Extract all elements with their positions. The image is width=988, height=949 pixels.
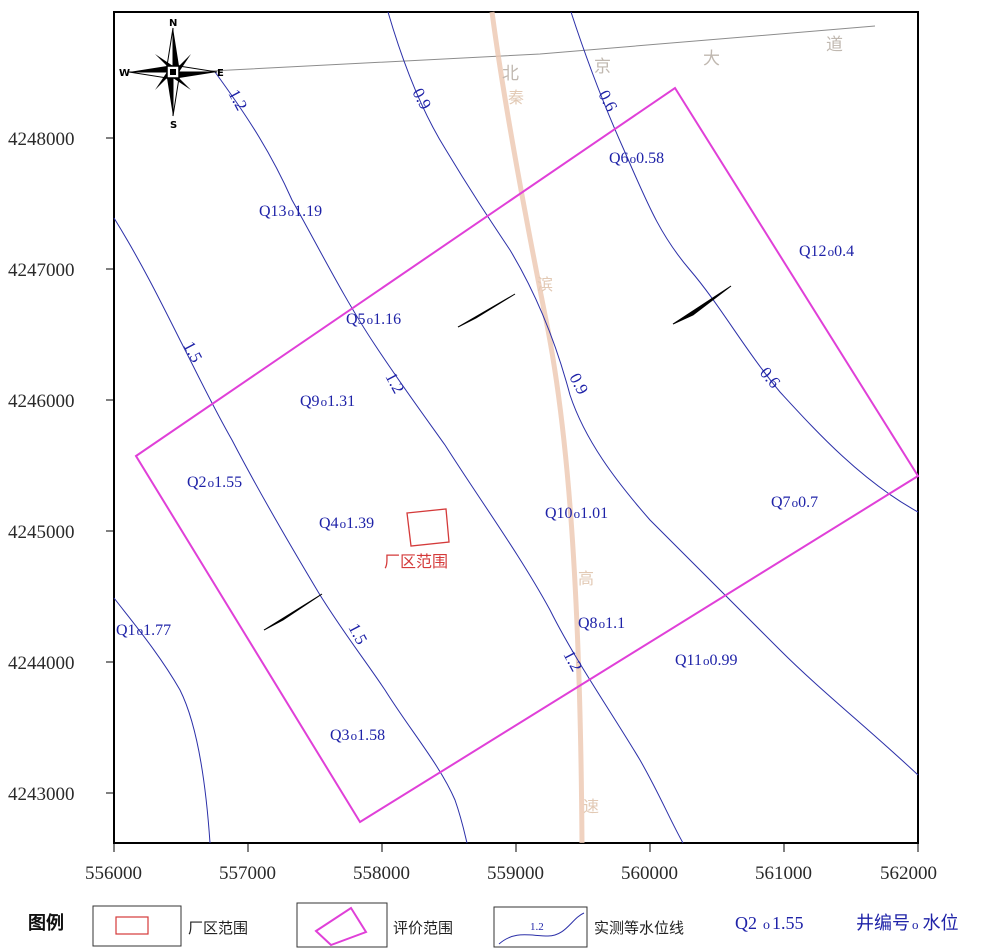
well-marker: Q11o0.99 (675, 652, 737, 669)
svg-text:Q6o0.58: Q6o0.58 (609, 150, 664, 167)
well-marker: Q10o1.01 (545, 505, 608, 522)
legend-plant-box (92, 905, 182, 947)
legend-contour-value: 1.2 (530, 921, 544, 933)
road-beijing-avenue (171, 25, 876, 74)
road-label-char-dao: 道 (826, 35, 843, 55)
legend-eval-box (296, 902, 388, 948)
compass-e-label: E (217, 68, 224, 79)
svg-text:Q8o1.1: Q8o1.1 (578, 615, 625, 632)
y-tick-label: 4245000 (8, 522, 75, 543)
svg-text:Q3o1.58: Q3o1.58 (330, 727, 385, 744)
svg-text:Q13o1.19: Q13o1.19 (259, 203, 322, 220)
legend-plant-label: 厂区范围 (188, 919, 248, 937)
svg-text:Q9o1.31: Q9o1.31 (300, 393, 355, 410)
x-tick-label: 556000 (85, 863, 142, 884)
y-tick-label: 4243000 (8, 784, 75, 805)
flow-arrow-south (263, 593, 323, 631)
x-tick-label: 558000 (353, 863, 410, 884)
legend-contour-label: 实测等水位线 (594, 919, 684, 937)
road-label-char-da: 大 (703, 49, 720, 69)
well-marker: Q3o1.58 (330, 727, 385, 744)
map-frame (113, 11, 919, 844)
svg-text:Q2o1.55: Q2o1.55 (187, 474, 242, 491)
x-tick-label: 561000 (755, 863, 812, 884)
svg-text:Q7o0.7: Q7o0.7 (771, 494, 818, 511)
legend-contour-box (493, 906, 588, 948)
x-tick-label: 559000 (487, 863, 544, 884)
well-marker: Q7o0.7 (771, 494, 818, 511)
legend-plant-symbol (115, 916, 149, 935)
legend-title: 图例 (28, 912, 64, 934)
legend-contour-symbol (498, 912, 585, 945)
svg-text:Q11o0.99: Q11o0.99 (675, 652, 737, 669)
compass-n-label: N (169, 18, 177, 29)
contour-line-1-2 (214, 71, 684, 844)
expressway-label-char-su: 速 (583, 797, 599, 816)
well-marker: Q4o1.39 (319, 515, 374, 532)
well-marker: Q9o1.31 (300, 393, 355, 410)
plant-area-boundary (406, 508, 450, 547)
legend-well-label: 井编号 o 水位 (856, 913, 959, 933)
evaluation-area-boundary (134, 86, 920, 824)
x-tick-label: 557000 (219, 863, 276, 884)
y-tick-label: 4244000 (8, 653, 75, 674)
y-tick-label: 4247000 (8, 260, 75, 281)
plant-area-label: 厂区范围 (384, 552, 448, 571)
x-tick-label: 560000 (621, 863, 678, 884)
legend-eval-label: 评价范围 (393, 919, 453, 937)
well-marker: Q8o1.1 (578, 615, 625, 632)
legend-eval-symbol (314, 906, 368, 947)
road-label-char-bei: 北 (502, 64, 519, 84)
svg-text:Q5o1.16: Q5o1.16 (346, 311, 401, 328)
well-marker: Q2o1.55 (187, 474, 242, 491)
compass-rose: N S E W (119, 18, 224, 131)
svg-text:Q12o0.4: Q12o0.4 (799, 243, 854, 260)
svg-text:Q1o1.77: Q1o1.77 (116, 622, 171, 639)
well-marker: Q1o1.77 (116, 622, 171, 639)
y-tick-label: 4246000 (8, 391, 75, 412)
flow-arrow-east (672, 285, 732, 325)
svg-text:Q4o1.39: Q4o1.39 (319, 515, 374, 532)
flow-arrow-north (457, 293, 516, 328)
legend-well-sample: Q2 o 1.55 (735, 913, 804, 933)
compass-w-label: W (119, 68, 130, 79)
road-label-char-jing: 京 (594, 57, 611, 77)
contour-line-0-9 (387, 11, 919, 776)
contour-line-0-6 (570, 11, 919, 513)
expressway-qinbin (489, 11, 585, 844)
well-marker: Q6o0.58 (609, 150, 664, 167)
expressway-label-char-gao: 高 (578, 569, 594, 588)
svg-text:Q10o1.01: Q10o1.01 (545, 505, 608, 522)
well-marker: Q12o0.4 (799, 243, 854, 260)
contour-line-1-8 (113, 597, 211, 844)
x-axis: 556000 557000 558000 559000 560000 56100… (85, 843, 937, 884)
y-axis: 4248000 4247000 4246000 4245000 4244000 … (8, 129, 114, 805)
contour-line-1-5 (113, 217, 468, 844)
legend: 图例 厂区范围 评价范围 1.2 实测等水位线 Q2 o 1.55 井编号 o 水位 (28, 902, 959, 948)
compass-s-label: S (170, 120, 177, 131)
x-tick-label: 562000 (880, 863, 937, 884)
expressway-label-char-bin: 滨 (537, 275, 553, 294)
y-tick-label: 4248000 (8, 129, 75, 150)
well-marker: Q13o1.19 (259, 203, 322, 220)
expressway-label-char-qin: 秦 (508, 88, 524, 107)
well-marker: Q5o1.16 (346, 311, 401, 328)
